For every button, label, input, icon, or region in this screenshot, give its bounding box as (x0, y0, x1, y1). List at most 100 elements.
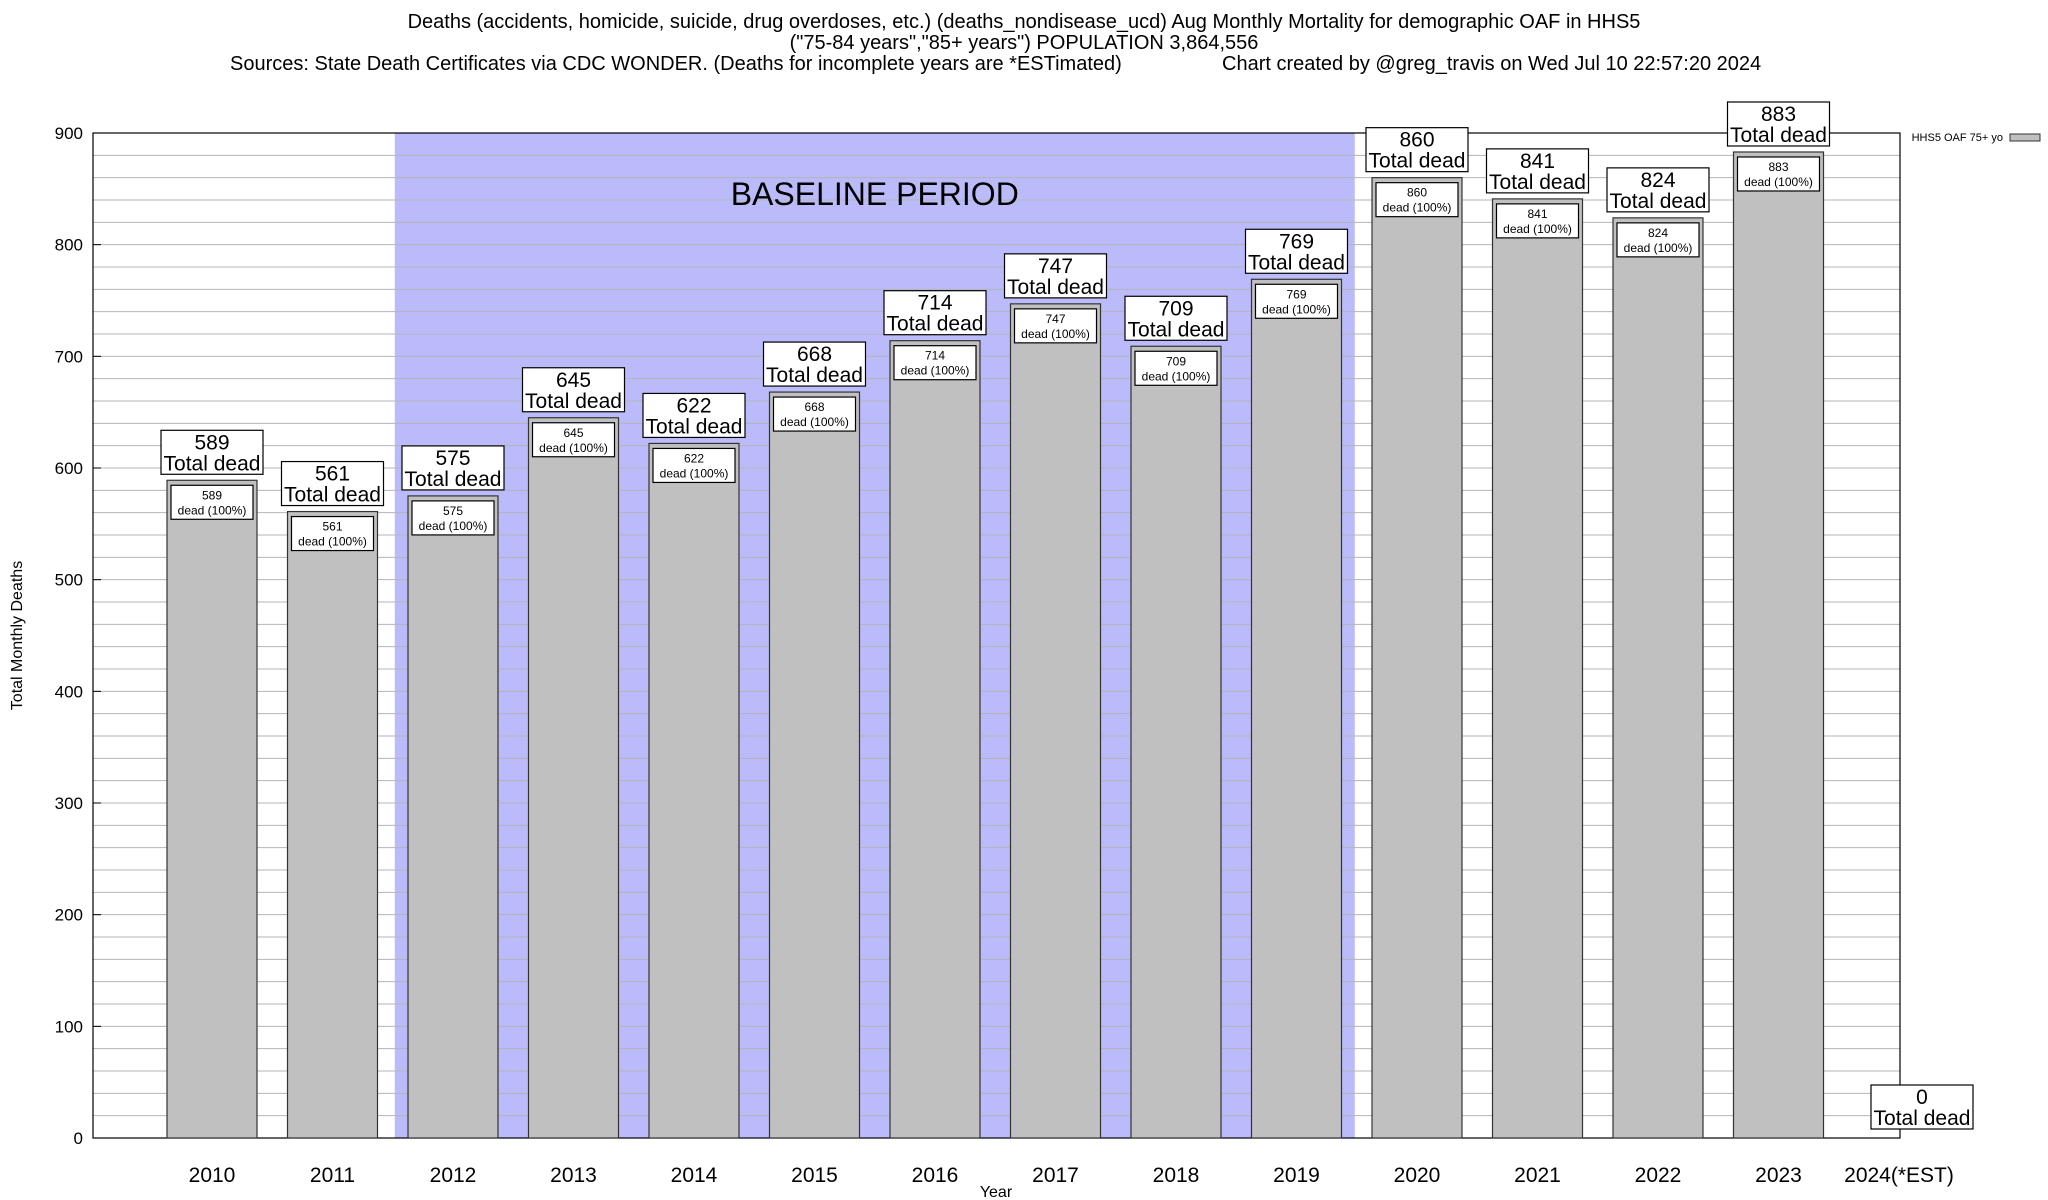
inner-value-label: 575 (443, 504, 463, 518)
inner-pct-label: dead (100%) (780, 415, 849, 429)
total-text-label: Total dead (1369, 150, 1466, 173)
inner-value-label: 883 (1768, 160, 1788, 174)
x-tick-label: 2022 (1635, 1164, 1682, 1187)
inner-label-box (1134, 350, 1218, 386)
x-tick-label: 2024(*EST) (1844, 1164, 1954, 1187)
inner-pct-label: dead (100%) (539, 441, 608, 455)
total-label-box (1485, 148, 1590, 194)
y-tick-label: 0 (74, 1129, 83, 1148)
x-tick-label: 2013 (550, 1164, 597, 1187)
plot-frame (92, 132, 1901, 1139)
total-text-label: Total dead (887, 313, 984, 336)
inner-pct-label: dead (100%) (298, 535, 367, 549)
inner-label-box (772, 396, 857, 432)
inner-pct-label: dead (100%) (660, 466, 729, 480)
legend-swatch (2009, 133, 2041, 142)
inner-value-label: 668 (804, 400, 824, 414)
inner-pct-label: dead (100%) (1262, 302, 1331, 316)
x-tick-label: 2011 (310, 1164, 355, 1187)
y-tick-label: 900 (55, 124, 83, 143)
inner-value-label: 622 (684, 451, 704, 465)
baseline-label: BASELINE PERIOD (731, 176, 1019, 212)
total-label-box (762, 341, 867, 387)
legend-label: HHS5 OAF 75+ yo (1912, 132, 2003, 144)
x-tick-label: 2014 (671, 1164, 718, 1187)
credit-text: Chart created by @greg_travis on Wed Jul… (1222, 53, 1762, 75)
total-label-box (883, 290, 987, 336)
y-axis-label: Total Monthly Deaths (9, 561, 26, 710)
x-axis-label: Year (980, 1184, 1013, 1200)
bar (1612, 217, 1704, 1139)
bar (407, 495, 499, 1139)
inner-value-label: 860 (1407, 186, 1427, 200)
inner-value-label: 561 (322, 520, 342, 534)
total-label-box (401, 445, 505, 491)
x-tick-label: 2017 (1032, 1164, 1079, 1187)
inner-value-label: 824 (1648, 226, 1668, 240)
total-text-label: Total dead (766, 364, 863, 387)
inner-pct-label: dead (100%) (1021, 327, 1090, 341)
total-value-label: 769 (1279, 230, 1314, 253)
total-text-label: Total dead (164, 452, 261, 475)
inner-value-label: 714 (925, 349, 945, 363)
total-text-label: Total dead (525, 390, 622, 413)
bar (1732, 151, 1825, 1139)
inner-value-label: 841 (1527, 207, 1547, 221)
total-text-label: Total dead (1007, 276, 1104, 299)
bar (768, 391, 861, 1139)
y-tick-label: 200 (55, 906, 83, 925)
inner-label-box (290, 515, 375, 552)
total-label-box (1124, 295, 1228, 341)
total-text-label: Total dead (284, 484, 381, 507)
total-value-label: 561 (315, 463, 350, 486)
bar (1130, 345, 1222, 1139)
chart-title: Deaths (accidents, homicide, suicide, dr… (0, 12, 2048, 54)
inner-pct-label: dead (100%) (1744, 175, 1813, 189)
total-text-label: Total dead (1610, 190, 1707, 213)
bar (527, 417, 620, 1139)
y-tick-label: 300 (55, 794, 83, 813)
x-tick-label: 2020 (1394, 1164, 1441, 1187)
total-value-label: 575 (435, 447, 470, 470)
x-tick-label: 2023 (1755, 1164, 1802, 1187)
inner-label-box (893, 345, 977, 381)
inner-pct-label: dead (100%) (1624, 241, 1693, 255)
total-label-box (1606, 167, 1710, 213)
total-value-label: 645 (556, 369, 591, 392)
total-value-label: 714 (917, 292, 952, 315)
total-text-label: Total dead (1489, 171, 1586, 194)
total-text-label: Total dead (1730, 124, 1827, 147)
x-tick-label: 2019 (1273, 1164, 1320, 1187)
total-value-label: 589 (194, 431, 229, 454)
bar (166, 479, 258, 1139)
total-label-box (160, 429, 264, 475)
inner-label-box (1616, 222, 1700, 258)
total-text-label: Total dead (1128, 318, 1225, 341)
x-tick-label: 2018 (1153, 1164, 1200, 1187)
x-tick-label: 2015 (791, 1164, 838, 1187)
total-label-box (1003, 253, 1108, 299)
total-label-box (1365, 127, 1469, 173)
inner-label-box (1013, 308, 1098, 344)
title-line-2: ("75-84 years","85+ years") POPULATION 3… (789, 32, 1259, 54)
inner-pct-label: dead (100%) (419, 519, 488, 533)
y-tick-label: 500 (55, 571, 83, 590)
total-text-label: Total dead (646, 415, 743, 438)
inner-value-label: 589 (202, 488, 222, 502)
total-value-label: 824 (1640, 169, 1675, 192)
inner-pct-label: dead (100%) (178, 503, 247, 517)
total-value-label: 841 (1520, 150, 1555, 173)
inner-pct-label: dead (100%) (1503, 222, 1572, 236)
total-text-label: Total dead (1248, 251, 1345, 274)
title-line-1: Deaths (accidents, homicide, suicide, dr… (407, 11, 1641, 33)
total-text-label: Total dead (405, 468, 502, 491)
y-tick-label: 600 (55, 459, 83, 478)
inner-pct-label: dead (100%) (1142, 369, 1211, 383)
inner-label-box (1736, 156, 1821, 192)
inner-value-label: 747 (1045, 312, 1065, 326)
bar (648, 442, 740, 1139)
total-value-label: 668 (797, 343, 832, 366)
y-tick-label: 700 (55, 347, 83, 366)
x-tick-label: 2016 (912, 1164, 959, 1187)
